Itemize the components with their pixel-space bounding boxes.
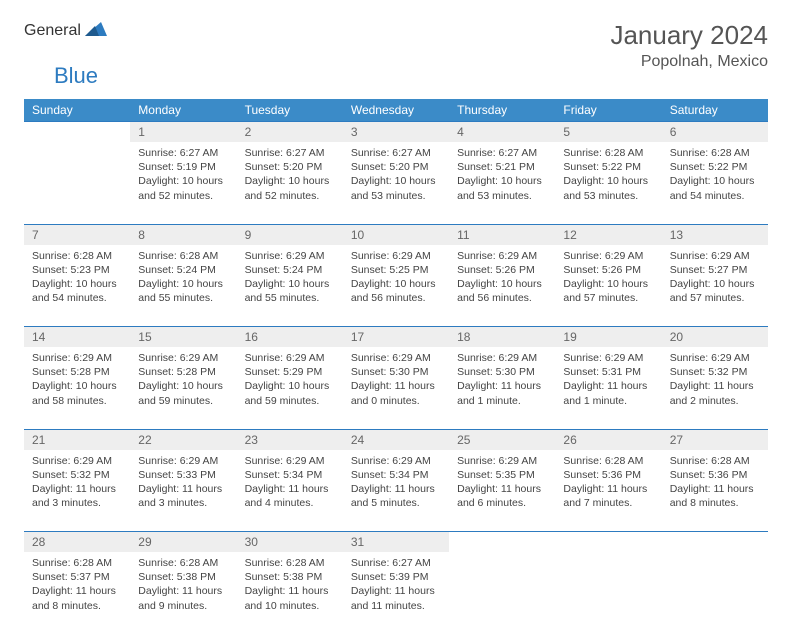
day-content-cell: Sunrise: 6:27 AMSunset: 5:20 PMDaylight:… xyxy=(343,142,449,224)
page-title: January 2024 xyxy=(610,20,768,51)
day-number-cell: 7 xyxy=(24,224,130,245)
day-content-cell: Sunrise: 6:28 AMSunset: 5:22 PMDaylight:… xyxy=(662,142,768,224)
day-number-row: 28293031 xyxy=(24,532,768,553)
day-content-cell: Sunrise: 6:27 AMSunset: 5:39 PMDaylight:… xyxy=(343,552,449,634)
day-number-cell xyxy=(449,532,555,553)
day-content-cell: Sunrise: 6:29 AMSunset: 5:34 PMDaylight:… xyxy=(237,450,343,532)
day-content-cell: Sunrise: 6:28 AMSunset: 5:37 PMDaylight:… xyxy=(24,552,130,634)
calendar-table: Sunday Monday Tuesday Wednesday Thursday… xyxy=(24,99,768,634)
day-number-cell: 22 xyxy=(130,429,236,450)
day-content-cell: Sunrise: 6:28 AMSunset: 5:38 PMDaylight:… xyxy=(130,552,236,634)
day-number-cell: 26 xyxy=(555,429,661,450)
day-number-cell: 19 xyxy=(555,327,661,348)
weekday-header: Tuesday xyxy=(237,99,343,122)
day-number-cell: 12 xyxy=(555,224,661,245)
logo-general-text: General xyxy=(24,22,81,40)
day-number-cell: 11 xyxy=(449,224,555,245)
day-number-cell: 29 xyxy=(130,532,236,553)
day-number-cell: 6 xyxy=(662,122,768,143)
day-content-cell: Sunrise: 6:29 AMSunset: 5:35 PMDaylight:… xyxy=(449,450,555,532)
title-block: January 2024 Popolnah, Mexico xyxy=(610,20,768,71)
day-number-cell xyxy=(662,532,768,553)
day-number-cell: 24 xyxy=(343,429,449,450)
day-number-cell: 3 xyxy=(343,122,449,143)
day-number-cell: 28 xyxy=(24,532,130,553)
day-content-row: Sunrise: 6:28 AMSunset: 5:37 PMDaylight:… xyxy=(24,552,768,634)
day-number-row: 21222324252627 xyxy=(24,429,768,450)
day-content-cell: Sunrise: 6:27 AMSunset: 5:20 PMDaylight:… xyxy=(237,142,343,224)
weekday-header: Monday xyxy=(130,99,236,122)
day-content-cell: Sunrise: 6:29 AMSunset: 5:26 PMDaylight:… xyxy=(555,245,661,327)
day-number-cell: 9 xyxy=(237,224,343,245)
day-content-cell: Sunrise: 6:28 AMSunset: 5:24 PMDaylight:… xyxy=(130,245,236,327)
day-content-cell xyxy=(449,552,555,634)
day-content-cell: Sunrise: 6:29 AMSunset: 5:32 PMDaylight:… xyxy=(662,347,768,429)
logo-blue-text: Blue xyxy=(54,63,98,88)
weekday-header: Saturday xyxy=(662,99,768,122)
day-number-cell: 13 xyxy=(662,224,768,245)
day-number-row: 123456 xyxy=(24,122,768,143)
day-content-cell: Sunrise: 6:29 AMSunset: 5:26 PMDaylight:… xyxy=(449,245,555,327)
day-content-cell: Sunrise: 6:29 AMSunset: 5:34 PMDaylight:… xyxy=(343,450,449,532)
day-content-cell xyxy=(555,552,661,634)
weekday-header-row: Sunday Monday Tuesday Wednesday Thursday… xyxy=(24,99,768,122)
logo-triangle-icon xyxy=(85,20,107,41)
day-content-cell: Sunrise: 6:29 AMSunset: 5:29 PMDaylight:… xyxy=(237,347,343,429)
day-content-cell: Sunrise: 6:29 AMSunset: 5:28 PMDaylight:… xyxy=(130,347,236,429)
day-number-cell: 25 xyxy=(449,429,555,450)
day-content-cell: Sunrise: 6:29 AMSunset: 5:31 PMDaylight:… xyxy=(555,347,661,429)
day-content-cell: Sunrise: 6:29 AMSunset: 5:28 PMDaylight:… xyxy=(24,347,130,429)
location-subtitle: Popolnah, Mexico xyxy=(610,53,768,71)
weekday-header: Wednesday xyxy=(343,99,449,122)
day-content-cell: Sunrise: 6:27 AMSunset: 5:19 PMDaylight:… xyxy=(130,142,236,224)
day-content-cell: Sunrise: 6:29 AMSunset: 5:30 PMDaylight:… xyxy=(449,347,555,429)
day-number-cell: 23 xyxy=(237,429,343,450)
day-content-cell: Sunrise: 6:28 AMSunset: 5:22 PMDaylight:… xyxy=(555,142,661,224)
day-number-cell: 20 xyxy=(662,327,768,348)
day-number-cell: 18 xyxy=(449,327,555,348)
day-number-cell: 15 xyxy=(130,327,236,348)
day-content-cell: Sunrise: 6:28 AMSunset: 5:38 PMDaylight:… xyxy=(237,552,343,634)
day-content-row: Sunrise: 6:29 AMSunset: 5:28 PMDaylight:… xyxy=(24,347,768,429)
day-number-cell: 17 xyxy=(343,327,449,348)
day-number-cell: 14 xyxy=(24,327,130,348)
day-content-cell: Sunrise: 6:28 AMSunset: 5:36 PMDaylight:… xyxy=(555,450,661,532)
weekday-header: Sunday xyxy=(24,99,130,122)
day-content-cell: Sunrise: 6:27 AMSunset: 5:21 PMDaylight:… xyxy=(449,142,555,224)
weekday-header: Thursday xyxy=(449,99,555,122)
day-content-cell: Sunrise: 6:29 AMSunset: 5:24 PMDaylight:… xyxy=(237,245,343,327)
day-number-cell: 5 xyxy=(555,122,661,143)
day-number-row: 14151617181920 xyxy=(24,327,768,348)
day-number-cell: 2 xyxy=(237,122,343,143)
day-content-cell: Sunrise: 6:29 AMSunset: 5:33 PMDaylight:… xyxy=(130,450,236,532)
day-number-cell: 16 xyxy=(237,327,343,348)
day-number-cell: 8 xyxy=(130,224,236,245)
day-content-row: Sunrise: 6:27 AMSunset: 5:19 PMDaylight:… xyxy=(24,142,768,224)
day-content-cell: Sunrise: 6:29 AMSunset: 5:30 PMDaylight:… xyxy=(343,347,449,429)
day-content-cell: Sunrise: 6:29 AMSunset: 5:32 PMDaylight:… xyxy=(24,450,130,532)
day-content-cell xyxy=(662,552,768,634)
day-content-cell: Sunrise: 6:28 AMSunset: 5:36 PMDaylight:… xyxy=(662,450,768,532)
day-number-cell: 30 xyxy=(237,532,343,553)
day-number-cell xyxy=(24,122,130,143)
day-number-cell: 27 xyxy=(662,429,768,450)
day-number-cell: 1 xyxy=(130,122,236,143)
logo: General xyxy=(24,20,109,41)
day-number-cell: 21 xyxy=(24,429,130,450)
day-number-cell xyxy=(555,532,661,553)
weekday-header: Friday xyxy=(555,99,661,122)
day-content-cell: Sunrise: 6:29 AMSunset: 5:25 PMDaylight:… xyxy=(343,245,449,327)
day-number-cell: 31 xyxy=(343,532,449,553)
day-number-cell: 10 xyxy=(343,224,449,245)
day-number-row: 78910111213 xyxy=(24,224,768,245)
day-content-cell: Sunrise: 6:28 AMSunset: 5:23 PMDaylight:… xyxy=(24,245,130,327)
day-content-cell xyxy=(24,142,130,224)
day-content-cell: Sunrise: 6:29 AMSunset: 5:27 PMDaylight:… xyxy=(662,245,768,327)
day-content-row: Sunrise: 6:29 AMSunset: 5:32 PMDaylight:… xyxy=(24,450,768,532)
day-number-cell: 4 xyxy=(449,122,555,143)
day-content-row: Sunrise: 6:28 AMSunset: 5:23 PMDaylight:… xyxy=(24,245,768,327)
